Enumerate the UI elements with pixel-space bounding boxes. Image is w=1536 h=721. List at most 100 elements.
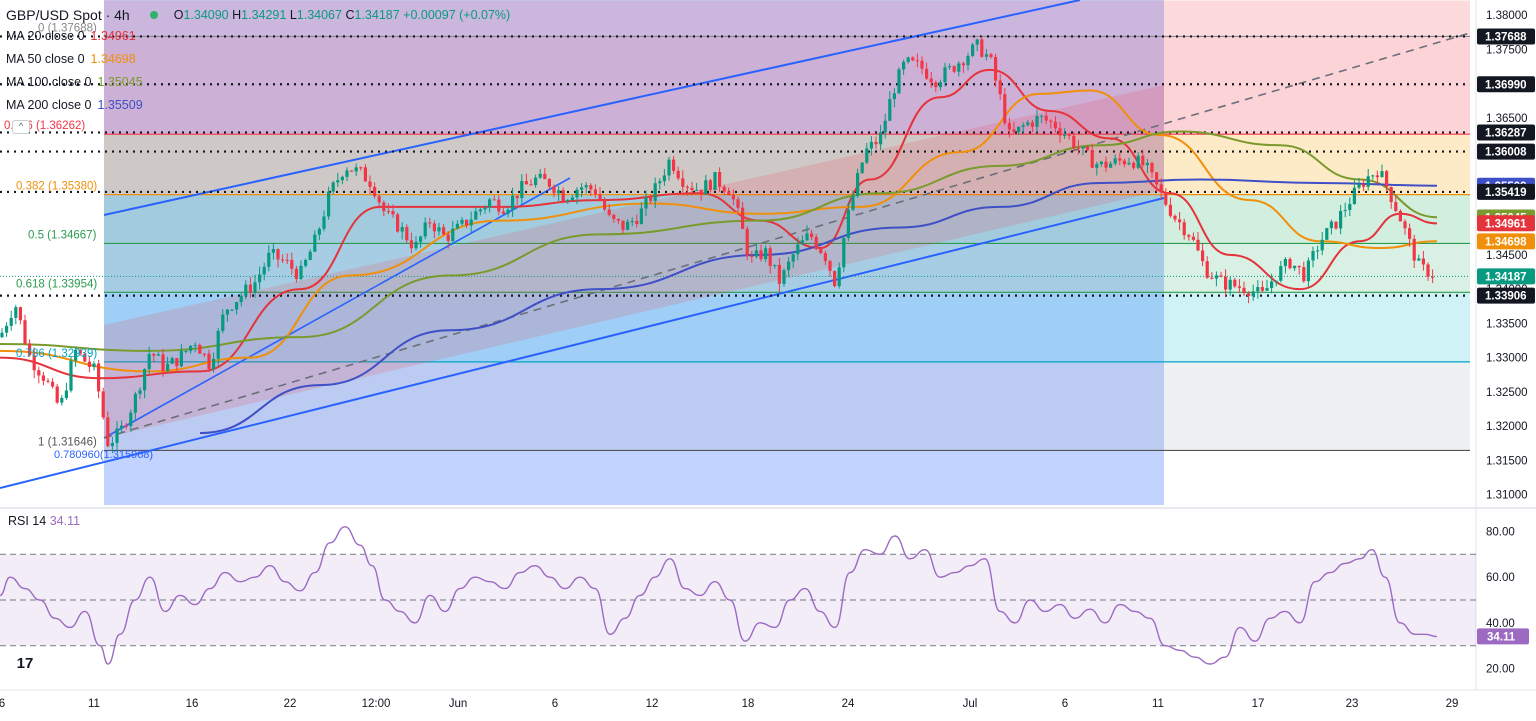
candle-body: [635, 220, 639, 224]
time-tick-label: Jun: [449, 698, 468, 710]
candle-body: [1150, 162, 1154, 173]
ma20-legend[interactable]: MA 20 close 0 1.34961: [6, 28, 136, 43]
candle-body: [156, 354, 160, 356]
candle-body: [1219, 275, 1223, 277]
fib-label: 0.382 (1.35380): [16, 181, 97, 193]
candle-body: [285, 259, 289, 261]
symbol-title[interactable]: GBP/USD Spot · 4h: [6, 7, 130, 23]
candle-body: [1288, 258, 1292, 269]
candle-body: [814, 236, 818, 249]
candle-body: [308, 251, 312, 260]
candle-body: [1394, 202, 1398, 212]
fib-label: 1 (1.31646): [38, 436, 97, 448]
candle-body: [547, 179, 551, 187]
candle-body: [1343, 210, 1347, 212]
time-tick-label: 6: [1062, 698, 1068, 710]
candle-body: [327, 191, 331, 217]
ma200-line: [199, 178, 1438, 435]
price-tag: [1477, 215, 1535, 232]
candle-body: [9, 317, 13, 326]
price-tag-label: 1.36287: [1485, 127, 1527, 139]
candle-body: [1159, 184, 1163, 193]
ma200-legend[interactable]: MA 200 close 0 1.35509: [6, 97, 143, 112]
candle-body: [906, 57, 910, 62]
candle-body: [267, 252, 271, 267]
ma50-legend[interactable]: MA 50 close 0 1.34698: [6, 51, 136, 66]
candle-body: [998, 80, 1002, 95]
candle-body: [777, 264, 781, 284]
ma100-legend[interactable]: MA 100 close 0 1.35045: [6, 74, 143, 89]
candle-body: [483, 207, 487, 210]
candle-body: [1081, 146, 1085, 149]
candle-body: [768, 248, 772, 266]
candle-body: [943, 67, 947, 83]
candle-body: [1316, 250, 1320, 252]
time-tick-label: 12:00: [362, 698, 391, 710]
candle-body: [685, 186, 689, 188]
rsi-legend[interactable]: RSI 14 34.11: [8, 514, 81, 528]
candle-body: [184, 350, 188, 352]
candle-body: [5, 325, 9, 333]
candle-body: [501, 211, 505, 214]
candle-body: [575, 189, 579, 198]
candle-body: [1141, 155, 1145, 166]
candle-body: [1086, 146, 1090, 151]
candle-body: [322, 216, 326, 229]
candle-body: [1431, 276, 1435, 278]
time-tick-label: 18: [742, 698, 755, 710]
candle-body: [382, 202, 386, 212]
candle-body: [1214, 275, 1218, 279]
candle-body: [929, 78, 933, 83]
price-tick-label: 1.36500: [1486, 113, 1528, 125]
candle-body: [419, 236, 423, 242]
candle-body: [258, 274, 262, 283]
candle-body: [529, 184, 533, 186]
candle-body: [455, 223, 459, 229]
candle-body: [1311, 251, 1315, 261]
candle-body: [975, 39, 979, 45]
candle-body: [1145, 162, 1149, 166]
candle-body: [409, 240, 413, 249]
candle-body: [235, 302, 239, 310]
candle-body: [1026, 122, 1030, 126]
candle-body: [1366, 176, 1370, 187]
rsi-tick-label: 80.00: [1486, 526, 1515, 538]
collapse-legend-icon[interactable]: ^: [12, 120, 30, 134]
candle-body: [589, 185, 593, 190]
candle-body: [727, 191, 731, 196]
candle-body: [515, 195, 519, 199]
candle-body: [856, 172, 860, 196]
candle-body: [368, 181, 372, 187]
candle-body: [1182, 222, 1186, 236]
candle-body: [690, 187, 694, 191]
candle-body: [782, 270, 786, 284]
candle-body: [1371, 175, 1375, 177]
candle-body: [842, 237, 846, 268]
candle-body: [175, 358, 179, 367]
time-tick-label: 6: [0, 698, 5, 710]
candle-body: [1329, 221, 1333, 229]
candle-body: [994, 57, 998, 81]
candle-body: [488, 199, 492, 208]
tradingview-logo-icon[interactable]: 17: [8, 650, 42, 676]
candle-body: [1242, 287, 1246, 294]
candle-body: [414, 241, 418, 249]
candle-body: [984, 54, 988, 57]
candle-body: [1095, 164, 1099, 168]
candle-body: [1247, 293, 1251, 297]
candle-body: [911, 57, 915, 61]
candle-body: [833, 271, 837, 287]
candle-body: [534, 177, 538, 186]
fib-extra-label: 0.780960(1.315968): [54, 449, 153, 461]
candle-body: [1265, 287, 1269, 291]
candle-body: [83, 353, 87, 362]
candle-body: [465, 219, 469, 226]
candle-body: [143, 368, 147, 391]
candle-body: [672, 159, 676, 171]
ohlc-readout: O1.34090 H1.34291 L1.34067 C1.34187 +0.0…: [173, 8, 511, 22]
time-tick-label: 16: [186, 698, 199, 710]
candle-body: [110, 443, 114, 447]
candle-body: [1090, 150, 1094, 168]
candle-body: [313, 234, 317, 252]
